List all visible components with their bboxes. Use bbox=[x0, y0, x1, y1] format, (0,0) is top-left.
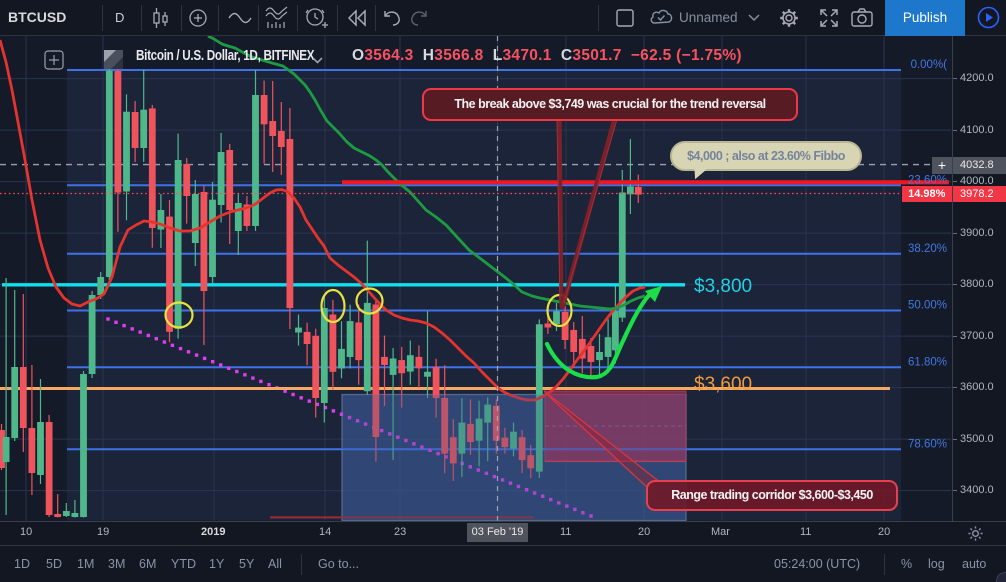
svg-text:$3,800: $3,800 bbox=[694, 276, 752, 297]
svg-text:78.60%: 78.60% bbox=[908, 439, 947, 451]
svg-text:$3,600: $3,600 bbox=[694, 374, 752, 395]
svg-text:38.20%: 38.20% bbox=[908, 243, 947, 255]
svg-text:50.00%: 50.00% bbox=[908, 300, 947, 312]
svg-text:23.60%: 23.60% bbox=[908, 174, 947, 186]
svg-text:0.00%(: 0.00%( bbox=[911, 59, 948, 71]
svg-text:61.80%: 61.80% bbox=[908, 356, 947, 368]
